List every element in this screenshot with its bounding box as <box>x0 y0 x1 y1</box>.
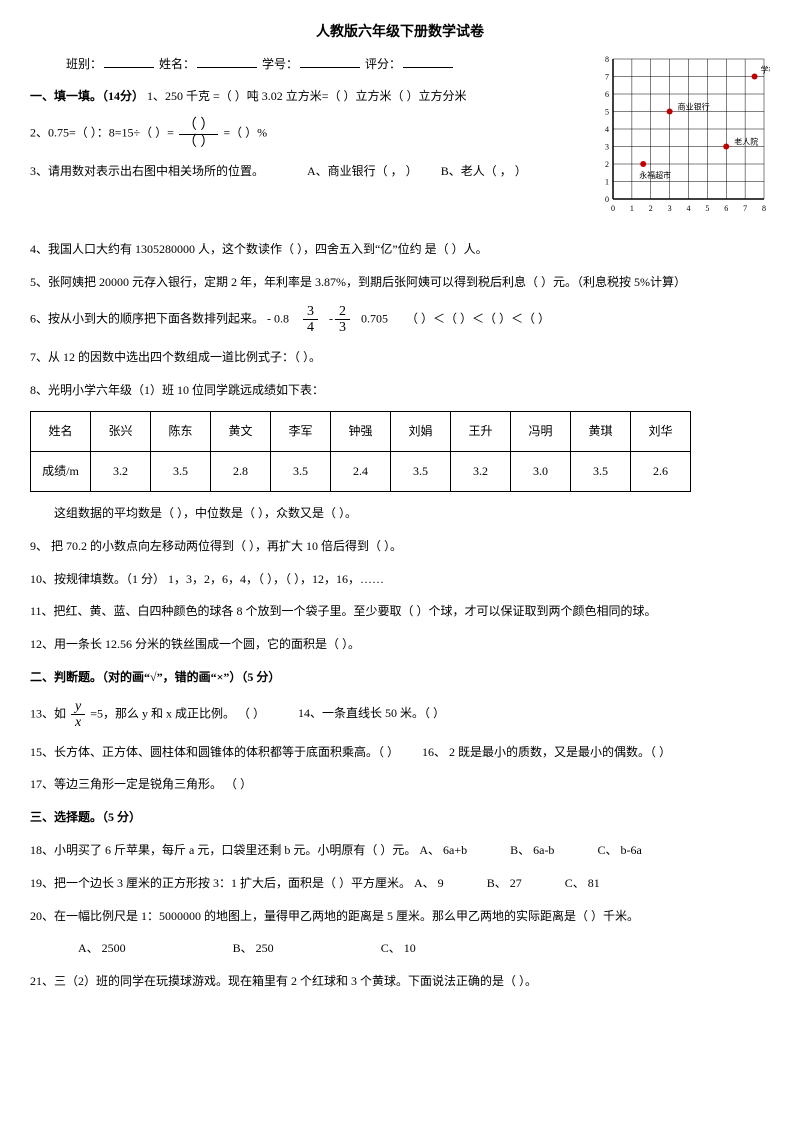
q15-text: 15、长方体、正方体、圆柱体和圆锥体的体积都等于底面积乘高。（ ） <box>30 745 399 759</box>
q3-text: 3、请用数对表示出右图中相关场所的位置。 <box>30 164 264 178</box>
q20-opt-a: A、 2500 <box>54 937 126 960</box>
q13-a: 13、如 <box>30 706 69 720</box>
frac-3-4: 34 <box>303 304 318 336</box>
svg-text:8: 8 <box>605 55 609 64</box>
q17-line: 17、等边三角形一定是锐角三角形。 （ ） <box>30 773 770 796</box>
q20-opt-c: C、 10 <box>357 937 416 960</box>
svg-text:0: 0 <box>611 204 615 213</box>
q3-opt-b: B、老人（ ， ） <box>441 164 527 178</box>
q18-opt-c: C、 b-6a <box>597 839 641 862</box>
svg-text:2: 2 <box>605 160 609 169</box>
q3-opt-a: A、商业银行（ ， ） <box>307 164 418 178</box>
q4-line: 4、我国人口大约有 1305280000 人，这个数读作（ ），四舍五入到“亿”… <box>30 238 770 261</box>
svg-text:0: 0 <box>605 195 609 204</box>
q12-line: 12、用一条长 12.56 分米的铁丝围成一个圆，它的面积是（ ）。 <box>30 633 770 656</box>
q19-opt-b: B、 27 <box>487 872 522 895</box>
coord-chart: 0 1 2 3 4 5 6 7 8 0 1 2 3 4 5 6 7 8 永福超市 商业银行老人院 学校 <box>595 53 770 221</box>
svg-text:3: 3 <box>668 204 672 213</box>
svg-text:6: 6 <box>724 204 728 213</box>
q2-text-b: =（ ）% <box>223 126 267 140</box>
label-class: 班别： <box>66 57 102 71</box>
q20-line: 20、在一幅比例尺是 1：5000000 的地图上，量得甲乙两地的距离是 5 厘… <box>30 905 770 928</box>
svg-text:1: 1 <box>630 204 634 213</box>
svg-text:5: 5 <box>605 107 609 116</box>
q6-mid: 0.705 <box>361 312 388 326</box>
svg-text:永福超市: 永福超市 <box>639 170 671 180</box>
q18-opt-b: B、 6a-b <box>510 839 554 862</box>
q18-line: 18、小明买了 6 斤苹果，每斤 a 元，口袋里还剩 b 元。小明原有（ ）元。… <box>30 839 770 862</box>
q9-line: 9、 把 70.2 的小数点向左移动两位得到（ ），再扩大 10 倍后得到（ ）… <box>30 535 770 558</box>
q20-opts: A、 2500 B、 250 C、 10 <box>30 937 770 960</box>
svg-text:5: 5 <box>705 204 709 213</box>
frac-y-x: yx <box>71 699 85 731</box>
q6-line: 6、按从小到大的顺序把下面各数排列起来。 - 0.8 34 -23 0.705 … <box>30 304 770 336</box>
q19-opt-c: C、 81 <box>565 872 600 895</box>
frac-2-3: 23 <box>335 304 350 336</box>
q18-opt-a: A、 6a+b <box>419 839 467 862</box>
q20-opt-b: B、 250 <box>209 937 274 960</box>
q8-line: 8、光明小学六年级（1）班 10 位同学跳远成绩如下表： <box>30 379 770 402</box>
svg-text:1: 1 <box>605 177 609 186</box>
section-2-head: 二、判断题。（对的画“√”，错的画“×”）（5 分） <box>30 666 770 689</box>
q19-text: 19、把一个边长 3 厘米的正方形按 3：1 扩大后，面积是（ ）平方厘米。 <box>30 876 411 890</box>
svg-text:8: 8 <box>762 204 766 213</box>
svg-text:3: 3 <box>605 142 609 151</box>
svg-text:2: 2 <box>649 204 653 213</box>
q1-text: 1、250 千克 =（ ）吨 3.02 立方米=（ ）立方米（ ）立方分米 <box>147 89 467 103</box>
score-table: 姓名张兴陈东黄文李军钟强刘娟王升冯明黄琪刘华成绩/m3.23.52.83.52.… <box>30 411 691 492</box>
q21-line: 21、三（2）班的同学在玩摸球游戏。现在箱里有 2 个红球和 3 个黄球。下面说… <box>30 970 770 993</box>
q16-text: 16、 2 既是最小的质数，又是最小的偶数。（ ） <box>422 745 671 759</box>
svg-text:商业银行: 商业银行 <box>678 101 710 111</box>
blank-fraction: （ ）（ ） <box>179 118 219 150</box>
svg-text:4: 4 <box>605 125 609 134</box>
q8b-line: 这组数据的平均数是（ ），中位数是（ ），众数又是（ ）。 <box>30 502 770 525</box>
svg-text:老人院: 老人院 <box>734 136 758 146</box>
section-1-head: 一、填一填。（14分） <box>30 89 144 103</box>
page-title: 人教版六年级下册数学试卷 <box>30 20 770 47</box>
section-3-head: 三、选择题。（5 分） <box>30 806 770 829</box>
svg-text:7: 7 <box>605 72 609 81</box>
q13-14-line: 13、如 yx =5，那么 y 和 x 成正比例。 （ ） 14、一条直线长 5… <box>30 699 770 731</box>
svg-text:学校: 学校 <box>761 64 770 74</box>
q14-text: 14、一条直线长 50 米。（ ） <box>298 706 445 720</box>
label-name: 姓名： <box>159 57 195 71</box>
svg-text:4: 4 <box>687 204 691 213</box>
q2-text-a: 2、0.75=（ ）：8=15÷（ ）= <box>30 126 177 140</box>
q11-line: 11、把红、黄、蓝、白四种颜色的球各 8 个放到一个袋子里。至少要取（ ）个球，… <box>30 600 770 623</box>
q18-text: 18、小明买了 6 斤苹果，每斤 a 元，口袋里还剩 b 元。小明原有（ ）元。 <box>30 843 416 857</box>
label-score: 评分： <box>365 57 401 71</box>
q7-line: 7、从 12 的因数中选出四个数组成一道比例式子：（ ）。 <box>30 346 770 369</box>
q6-text-a: 6、按从小到大的顺序把下面各数排列起来。 - 0.8 <box>30 312 289 326</box>
q15-16-line: 15、长方体、正方体、圆柱体和圆锥体的体积都等于底面积乘高。（ ） 16、 2 … <box>30 741 770 764</box>
q5-line: 5、张阿姨把 20000 元存入银行，定期 2 年，年利率是 3.87%，到期后… <box>30 271 770 294</box>
svg-text:6: 6 <box>605 90 609 99</box>
q6-text-b: （ ）＜（ ）＜（ ）＜（ ） <box>406 312 550 326</box>
q19-opt-a: A、 9 <box>414 872 444 895</box>
q10-line: 10、按规律填数。（1 分） 1，3，2，6，4，（ ），（ ），12，16，…… <box>30 568 770 591</box>
svg-text:7: 7 <box>743 204 747 213</box>
label-id: 学号： <box>262 57 298 71</box>
q19-line: 19、把一个边长 3 厘米的正方形按 3：1 扩大后，面积是（ ）平方厘米。 A… <box>30 872 770 895</box>
q13-b: =5，那么 y 和 x 成正比例。 （ ） <box>90 706 265 720</box>
